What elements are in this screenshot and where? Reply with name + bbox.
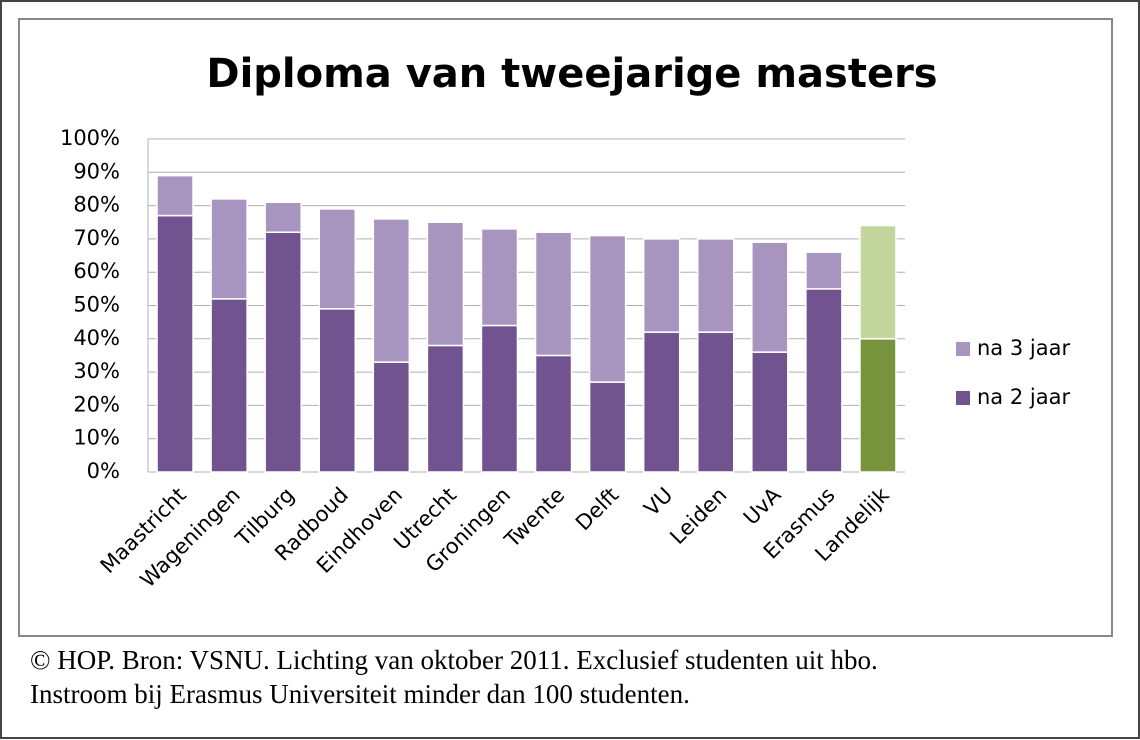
bar-segment — [805, 288, 843, 473]
legend-swatch — [956, 391, 970, 405]
y-tick-label: 100% — [60, 126, 120, 150]
bar-segment — [210, 198, 248, 300]
bar-segment — [372, 218, 411, 363]
bar-segment — [210, 298, 248, 473]
y-tick-label: 0% — [87, 459, 120, 483]
legend-label: na 2 jaar — [977, 385, 1070, 409]
bar-segment — [588, 234, 627, 383]
note: © HOP. Bron: VSNU. Lichting van oktober … — [30, 645, 878, 675]
bar-segment — [588, 381, 627, 473]
bar-segment — [859, 338, 897, 473]
bar-segment — [642, 238, 681, 333]
bar-segment — [534, 231, 573, 357]
legend-swatch — [956, 342, 970, 356]
y-tick-label: 10% — [73, 426, 120, 450]
bar-segment — [156, 214, 194, 473]
legend-label: na 3 jaar — [977, 336, 1070, 360]
bar-segment — [805, 251, 843, 290]
y-tick-label: 80% — [73, 193, 120, 217]
y-tick-label: 30% — [73, 359, 120, 383]
bar-segment — [426, 221, 465, 347]
bar-segment — [534, 354, 573, 473]
y-tick-label: 50% — [73, 293, 120, 317]
bar-segment — [480, 324, 519, 473]
bar-segment — [859, 224, 897, 340]
y-tick-label: 90% — [73, 159, 120, 183]
bar-segment — [480, 228, 519, 327]
y-tick-label: 70% — [73, 226, 120, 250]
bar-segment — [264, 231, 302, 473]
bar-segment — [642, 331, 681, 473]
bar-segment — [318, 308, 356, 473]
bar-segment — [372, 361, 411, 473]
bar-segment — [318, 208, 356, 310]
y-tick-label: 20% — [73, 392, 120, 416]
y-tick-label: 40% — [73, 326, 120, 350]
bar-segment — [156, 174, 194, 217]
bar-segment — [751, 241, 789, 353]
bar-segment — [426, 344, 465, 473]
bar-segment — [697, 238, 735, 333]
note: Instroom bij Erasmus Universiteit minder… — [30, 679, 690, 709]
bar-segment — [751, 351, 789, 473]
chart-frame — [18, 18, 1113, 637]
bar-segment — [697, 331, 735, 473]
bar-segment — [264, 201, 302, 233]
chart-title: Diploma van tweejarige masters — [206, 51, 937, 97]
y-tick-label: 60% — [73, 259, 120, 283]
